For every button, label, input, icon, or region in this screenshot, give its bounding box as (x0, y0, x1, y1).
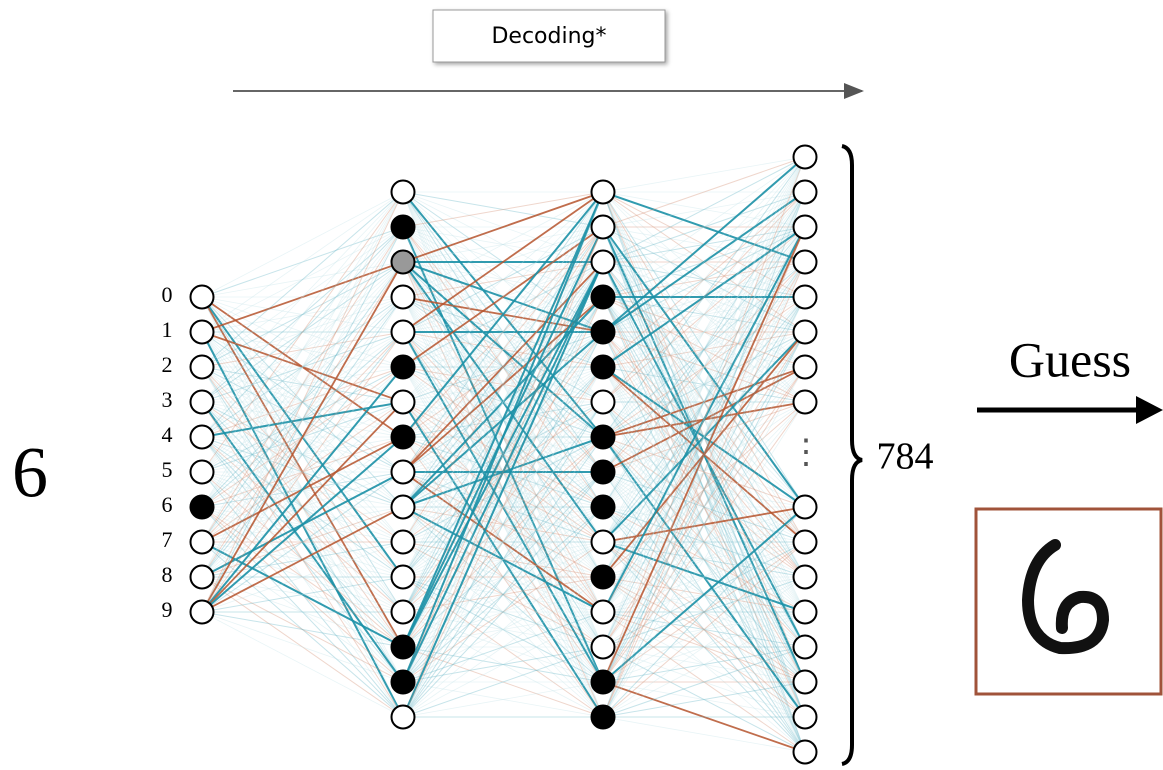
neuron (592, 531, 615, 554)
neuron (794, 251, 817, 274)
input-label: 1 (162, 317, 173, 342)
neuron (794, 216, 817, 239)
neuron (592, 636, 615, 659)
neuron (794, 286, 817, 309)
neuron (592, 391, 615, 414)
neuron (191, 461, 214, 484)
edge (603, 157, 805, 192)
neuron (592, 601, 615, 624)
neuron (592, 251, 615, 274)
edge (603, 157, 805, 717)
neuron (392, 461, 415, 484)
neuron (794, 671, 817, 694)
neuron (191, 566, 214, 589)
guess-arrow-head (1136, 396, 1163, 424)
neuron (392, 321, 415, 344)
input-label: 7 (162, 527, 173, 552)
guess-label: Guess (1009, 331, 1131, 387)
edge (202, 192, 403, 332)
neuron (794, 356, 817, 379)
neuron (392, 636, 415, 659)
neuron (392, 671, 415, 694)
input-label: 6 (162, 492, 173, 517)
neuron (392, 286, 415, 309)
neuron (592, 426, 615, 449)
output-size: 784 (877, 436, 934, 478)
input-label: 2 (162, 352, 173, 377)
neuron (794, 181, 817, 204)
neuron (794, 741, 817, 764)
input-label: 9 (162, 597, 173, 622)
ellipsis: ⋮ (789, 434, 823, 471)
neuron (191, 496, 214, 519)
diagram: Decoding* 6 ⋮ 784 Guess 0 1 2 3 4 5 6 7 8 9 (0, 0, 1163, 770)
neuron (592, 461, 615, 484)
neuron (392, 356, 415, 379)
input-label: 4 (162, 422, 173, 447)
input-label: 3 (162, 387, 173, 412)
input-label: 5 (162, 457, 173, 482)
neuron (392, 251, 415, 274)
neuron (794, 391, 817, 414)
neuron (794, 601, 817, 624)
edges (202, 157, 805, 752)
neuron (392, 181, 415, 204)
neuron (794, 566, 817, 589)
neuron (392, 391, 415, 414)
input-label: 0 (162, 282, 173, 307)
neuron (794, 531, 817, 554)
neuron (592, 706, 615, 729)
input-label: 8 (162, 562, 173, 587)
neuron (191, 286, 214, 309)
neuron (592, 496, 615, 519)
brace (842, 146, 862, 764)
neuron (191, 426, 214, 449)
neuron (392, 426, 415, 449)
input-digit: 6 (12, 433, 48, 513)
header: Decoding* (233, 10, 862, 91)
page: {"header": {"button": "Decoding*"}, "inp… (0, 0, 1163, 770)
neuron (392, 496, 415, 519)
edge (202, 612, 403, 682)
neuron (592, 286, 615, 309)
decoding-label: Decoding* (491, 24, 606, 49)
neuron (191, 321, 214, 344)
neuron (794, 146, 817, 169)
neuron (794, 321, 817, 344)
neuron (592, 566, 615, 589)
neuron (794, 496, 817, 519)
neuron (794, 636, 817, 659)
neuron (592, 671, 615, 694)
neuron (191, 391, 214, 414)
neuron (392, 706, 415, 729)
neuron (592, 356, 615, 379)
neuron (392, 531, 415, 554)
neuron (794, 706, 817, 729)
neuron (392, 216, 415, 239)
neuron (392, 601, 415, 624)
neuron (392, 566, 415, 589)
neuron (592, 216, 615, 239)
neuron (191, 356, 214, 379)
neuron (592, 321, 615, 344)
neuron (191, 531, 214, 554)
edge (603, 717, 805, 752)
neuron (592, 181, 615, 204)
neuron (191, 601, 214, 624)
